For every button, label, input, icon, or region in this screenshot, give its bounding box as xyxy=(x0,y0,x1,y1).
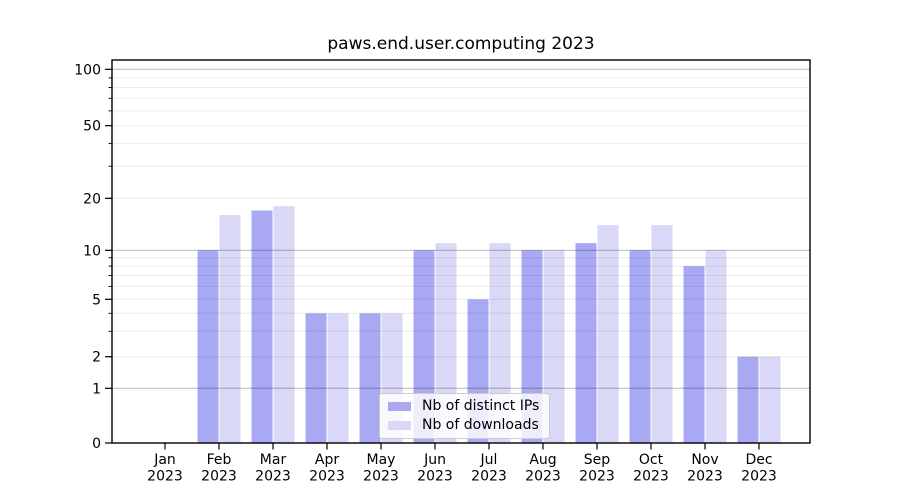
bar-nb-of-distinct-ips-mar-2023 xyxy=(251,210,273,443)
bar-nb-of-downloads-sep-2023 xyxy=(597,225,619,443)
y-tick-label-50: 50 xyxy=(83,119,101,135)
legend: Nb of distinct IPs Nb of downloads xyxy=(379,393,551,439)
chart-title: paws.end.user.computing 2023 xyxy=(327,34,595,54)
x-tick-label-dec-2023: Dec 2023 xyxy=(741,452,777,485)
x-tick-label-apr-2023: Apr 2023 xyxy=(309,452,345,485)
legend-swatch-distinct-ips xyxy=(388,402,411,411)
bar-nb-of-downloads-oct-2023 xyxy=(651,225,673,443)
x-tick-label-jan-2023: Jan 2023 xyxy=(147,452,183,485)
major-gridlines xyxy=(112,68,810,389)
plot-border xyxy=(111,59,811,444)
x-tick-label-feb-2023: Feb 2023 xyxy=(201,452,237,485)
bar-nb-of-distinct-ips-feb-2023 xyxy=(197,250,219,443)
legend-label-downloads: Nb of downloads xyxy=(422,417,539,433)
bar-nb-of-downloads-apr-2023 xyxy=(327,313,349,443)
y-axis: 0 1 2 5 10 20 50 100 xyxy=(74,62,112,452)
bar-nb-of-downloads-feb-2023 xyxy=(219,215,241,443)
bar-nb-of-distinct-ips-may-2023 xyxy=(359,313,381,443)
bar-nb-of-downloads-nov-2023 xyxy=(705,250,727,443)
minor-gridlines xyxy=(112,77,810,358)
x-tick-label-mar-2023: Mar 2023 xyxy=(255,452,291,485)
bar-nb-of-distinct-ips-dec-2023 xyxy=(737,356,759,443)
x-tick-label-jul-2023: Jul 2023 xyxy=(471,452,507,485)
y-tick-label-10: 10 xyxy=(83,243,101,259)
legend-label-distinct-ips: Nb of distinct IPs xyxy=(422,398,540,414)
bar-nb-of-distinct-ips-nov-2023 xyxy=(683,266,705,443)
x-tick-label-jun-2023: Jun 2023 xyxy=(417,452,453,485)
y-tick-label-5: 5 xyxy=(92,292,101,308)
legend-swatch-downloads xyxy=(388,421,411,430)
y-tick-label-100: 100 xyxy=(74,62,101,78)
x-tick-label-sep-2023: Sep 2023 xyxy=(579,452,615,485)
y-tick-label-20: 20 xyxy=(83,191,101,207)
bar-nb-of-distinct-ips-oct-2023 xyxy=(629,250,651,443)
x-tick-label-oct-2023: Oct 2023 xyxy=(633,452,669,485)
bar-nb-of-downloads-dec-2023 xyxy=(759,356,781,443)
bar-nb-of-distinct-ips-apr-2023 xyxy=(305,313,327,443)
legend-item-downloads: Nb of downloads xyxy=(388,417,539,434)
x-tick-label-aug-2023: Aug 2023 xyxy=(525,452,561,485)
x-tick-label-may-2023: May 2023 xyxy=(363,452,399,485)
x-tick-label-nov-2023: Nov 2023 xyxy=(687,452,723,485)
y-tick-label-2: 2 xyxy=(92,350,101,366)
bar-nb-of-downloads-mar-2023 xyxy=(273,206,295,443)
y-tick-label-1: 1 xyxy=(92,381,101,397)
x-axis: Jan 2023 Feb 2023 Mar 2023 Apr 2023 May 2023 Jun 20… xyxy=(147,443,777,485)
legend-item-distinct-ips: Nb of distinct IPs xyxy=(388,398,539,415)
y-tick-label-0: 0 xyxy=(92,436,101,452)
bar-nb-of-distinct-ips-sep-2023 xyxy=(575,243,597,443)
